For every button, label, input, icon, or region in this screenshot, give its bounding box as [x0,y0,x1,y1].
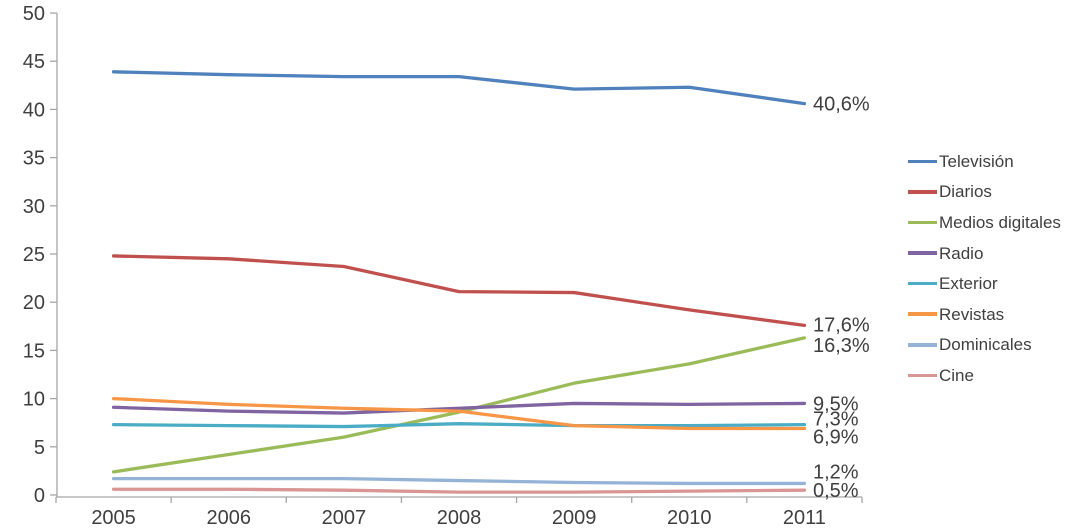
y-tick-label: 5 [34,437,45,459]
legend-swatch-exterior [908,281,937,286]
x-tick-label: 2005 [91,507,136,529]
series-line-exterior [111,422,807,429]
data-label-television: 40,6% [813,94,870,116]
data-label-exterior: 7,3% [813,409,859,431]
series-line-diarios [111,254,807,327]
legend-label: Dominicales [939,335,1032,355]
data-label-cine: 0,5% [813,480,859,502]
legend-item-dominicales: Dominicales [908,330,1061,361]
data-label-diarios: 17,6% [813,314,870,336]
legend-swatch-dominicales [908,343,937,347]
series-line-revistas [111,396,807,431]
legend-item-diarios: Diarios [908,177,1061,208]
y-tick-label: 50 [23,3,45,25]
y-tick-label: 10 [23,389,45,411]
legend-item-medios-digitales: Medios digitales [908,207,1061,238]
legend-swatch-medios-digitales [908,220,937,225]
y-tick-label: 15 [23,340,45,362]
legend-label: Diarios [939,182,992,202]
y-tick-label: 40 [23,99,45,121]
series-line-dominicales [111,476,807,486]
x-tick-label: 2008 [437,507,482,529]
legend-swatch-diarios [908,190,937,194]
chart-legend: Televisión Diarios Medios digitales Radio Ex… [908,146,1061,391]
legend-item-cine: Cine [908,360,1061,391]
series-line-cine [111,487,807,494]
legend-label: Exterior [939,274,998,294]
legend-swatch-cine [908,373,937,378]
series-line-television [111,70,807,106]
legend-item-television: Televisión [908,146,1061,177]
y-tick-label: 20 [23,292,45,314]
x-tick-label: 2010 [667,507,712,529]
data-label-dominicales: 1,2% [813,461,859,483]
y-tick-label: 25 [23,244,45,266]
data-label-revistas: 6,9% [813,426,859,448]
y-tick-label: 30 [23,196,45,218]
x-tick-label: 2011 [783,507,826,529]
legend-label: Revistas [939,304,1005,324]
legend-swatch-radio [908,251,937,255]
legend-swatch-television [908,159,937,164]
legend-label: Televisión [939,151,1014,171]
data-label-radio: 9,5% [813,393,859,415]
legend-label: Radio [939,243,984,263]
legend-label: Medios digitales [939,212,1061,232]
y-tick-label: 45 [23,51,45,73]
series-line-radio [111,401,807,415]
x-tick-label: 2007 [322,507,367,529]
x-tick-label: 2009 [552,507,597,529]
legend-swatch-revistas [908,312,937,317]
legend-item-exterior: Exterior [908,268,1061,299]
x-tick-label: 2006 [206,507,251,529]
legend-item-radio: Radio [908,238,1061,269]
data-label-medios-digitales: 16,3% [813,335,870,357]
y-tick-label: 35 [23,148,45,170]
legend-item-revistas: Revistas [908,299,1061,330]
legend-label: Cine [939,365,974,385]
y-tick-label: 0 [34,485,45,507]
